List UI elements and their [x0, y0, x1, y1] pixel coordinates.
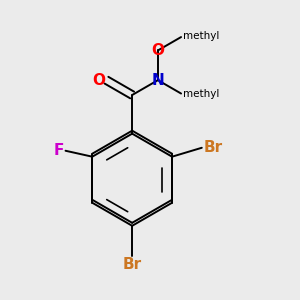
Text: methyl: methyl — [183, 89, 219, 99]
Text: O: O — [152, 43, 164, 58]
Text: methyl: methyl — [183, 32, 219, 41]
Text: O: O — [92, 73, 105, 88]
Text: Br: Br — [203, 140, 222, 155]
Text: F: F — [54, 143, 64, 158]
Text: N: N — [152, 73, 164, 88]
Text: Br: Br — [123, 257, 142, 272]
